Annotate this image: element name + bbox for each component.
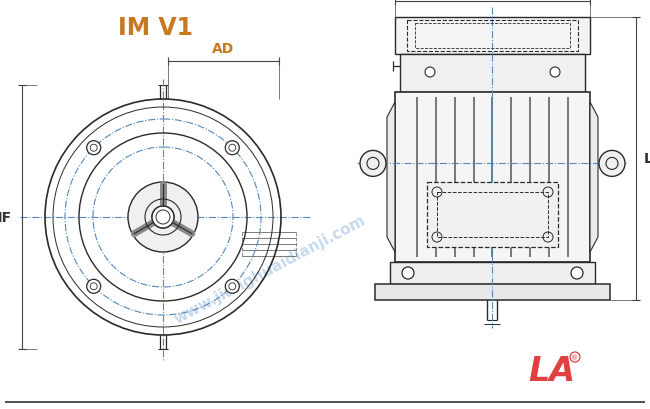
Circle shape xyxy=(128,182,198,252)
Circle shape xyxy=(599,151,625,177)
Text: IM V1: IM V1 xyxy=(118,16,192,40)
Bar xyxy=(395,18,590,55)
Bar xyxy=(437,193,548,237)
Polygon shape xyxy=(387,103,395,252)
Bar xyxy=(415,24,570,49)
Text: LA: LA xyxy=(528,355,575,388)
Text: www.jianghuaidianji.com: www.jianghuaidianji.com xyxy=(172,212,369,326)
Circle shape xyxy=(152,207,174,229)
Polygon shape xyxy=(590,103,598,252)
Circle shape xyxy=(226,280,239,294)
Bar xyxy=(395,93,590,262)
Text: L: L xyxy=(644,152,650,166)
Bar xyxy=(390,262,595,284)
Circle shape xyxy=(402,267,414,279)
Circle shape xyxy=(360,151,386,177)
Bar xyxy=(400,55,585,93)
Circle shape xyxy=(571,267,583,279)
Circle shape xyxy=(86,280,101,294)
Circle shape xyxy=(425,68,435,78)
Circle shape xyxy=(550,68,560,78)
Bar xyxy=(375,284,610,300)
Text: ®: ® xyxy=(571,354,578,360)
Text: HF: HF xyxy=(0,211,12,225)
Circle shape xyxy=(86,142,101,155)
Bar xyxy=(407,21,578,52)
Bar xyxy=(427,182,558,247)
Circle shape xyxy=(226,142,239,155)
Text: AD: AD xyxy=(213,42,235,56)
